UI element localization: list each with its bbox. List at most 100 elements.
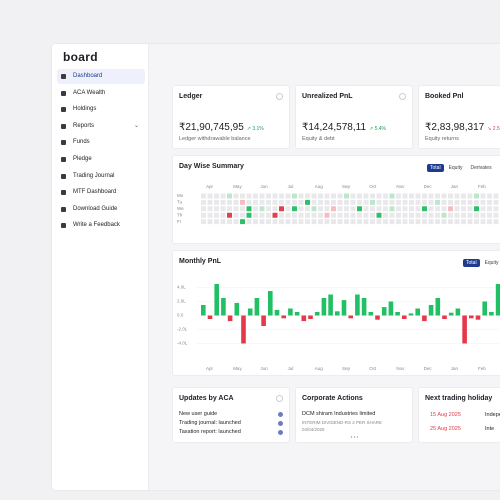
heat-cell: [233, 193, 239, 199]
change: ↘ 2.5%: [487, 126, 500, 132]
heat-cell: [285, 199, 291, 205]
heat-cell: [370, 206, 375, 212]
bar: [428, 305, 434, 316]
heat-cell: [350, 212, 356, 218]
heat-cell: [389, 219, 395, 225]
heat-cell: [350, 206, 356, 212]
heat-cell: [298, 219, 304, 225]
heat-cell: [266, 206, 271, 212]
heat-cell: [337, 219, 343, 225]
menu-item[interactable]: Dashboard: [57, 69, 145, 84]
heat-cell: [266, 212, 271, 218]
change: ↗ 5.4%: [369, 126, 386, 132]
menu-item[interactable]: ACA Wealth: [57, 86, 145, 101]
menu-label: Holdings: [73, 106, 97, 113]
heat-cell: [227, 212, 232, 218]
month-label: Jul: [288, 184, 294, 189]
heat-cell: [454, 219, 460, 225]
tab[interactable]: Equity: [484, 260, 499, 266]
menu-item[interactable]: Holdings: [57, 102, 145, 117]
heat-cell: [480, 206, 486, 212]
heat-cell: [337, 206, 343, 212]
stat-card: Ledger ₹21,90,745,95 ↗ 3.1% Ledger withdraw…: [172, 85, 290, 149]
heat-cell: [201, 219, 206, 225]
tab[interactable]: Total: [427, 164, 444, 172]
menu-icon: [61, 173, 66, 179]
heat-cell: [207, 199, 213, 205]
card-title: Day Wise Summary: [179, 163, 244, 170]
card-value: ₹2,83,98,317↘ 2.5%: [425, 122, 500, 133]
heat-cell: [220, 212, 226, 218]
heat-cell: [331, 199, 336, 205]
menu-item[interactable]: Pledge: [57, 152, 145, 167]
heat-cell: [487, 212, 492, 218]
heat-cell: [259, 206, 265, 212]
heat-cell: [357, 206, 362, 212]
tab[interactable]: Equity: [448, 165, 463, 171]
heat-cell: [253, 206, 258, 212]
menu-item[interactable]: Download Guide: [57, 202, 145, 217]
heat-cell: [474, 199, 479, 205]
tab[interactable]: Total: [463, 259, 480, 267]
heat-cell: [448, 199, 453, 205]
heat-cell: [279, 193, 284, 199]
month-label: Sep: [342, 184, 351, 189]
x-tick-label: Jun: [260, 366, 268, 371]
heat-cell: [337, 199, 343, 205]
heat-cell: [285, 212, 291, 218]
heat-cell: [305, 219, 310, 225]
menu-label: Reports: [73, 122, 95, 129]
heat-cell: [474, 193, 479, 199]
heat-cell: [370, 219, 375, 225]
heat-cell: [318, 199, 323, 205]
menu-item[interactable]: Reports ⌄: [57, 119, 145, 134]
update-item[interactable]: Trading journal: launched: [179, 420, 241, 426]
heat-cell: [383, 219, 388, 225]
bar: [368, 312, 374, 316]
heat-cell: [311, 219, 317, 225]
menu-icon: [61, 123, 66, 129]
heat-cell: [422, 212, 427, 218]
heat-cell: [324, 193, 330, 199]
heat-cell: [285, 219, 291, 225]
heat-cell: [474, 219, 479, 225]
heat-cell: [441, 199, 447, 205]
heat-cell: [324, 206, 330, 212]
bar: [335, 311, 340, 316]
update-item[interactable]: New user guide: [179, 411, 218, 417]
menu-label: Trading Journal: [73, 172, 115, 179]
bar: [482, 301, 487, 316]
heat-cell: [246, 206, 252, 212]
card-title: Corporate Actions: [302, 395, 363, 402]
heat-cell: [233, 206, 239, 212]
heat-cell: [363, 193, 369, 199]
card-title: Unrealized PnL: [302, 93, 353, 100]
heat-cell: [383, 193, 388, 199]
menu-item[interactable]: Write a Feedback: [57, 218, 145, 233]
heat-cell: [454, 206, 460, 212]
holiday-name: Inte: [485, 426, 495, 432]
menu-item[interactable]: Trading Journal: [57, 169, 145, 184]
bar: [355, 294, 360, 316]
menu-label: Dashboard: [73, 73, 103, 79]
menu-label: Write a Feedback: [73, 222, 120, 229]
heat-cell: [415, 199, 421, 205]
update-item[interactable]: Taxation report: launched: [179, 429, 241, 435]
month-label: Jun: [260, 184, 268, 189]
bar: [422, 315, 427, 322]
bar: [207, 315, 213, 319]
heat-cell: [279, 212, 284, 218]
tab[interactable]: Derivates: [470, 165, 492, 171]
menu-item[interactable]: Funds: [57, 135, 145, 150]
x-tick-label: Oct: [369, 366, 377, 371]
x-tick-label: Jul: [288, 366, 294, 371]
holiday-date: 15 Aug 2025: [430, 412, 461, 418]
heat-cell: [461, 219, 466, 225]
heat-cell: [331, 206, 336, 212]
month-label: Aug: [315, 184, 324, 189]
heat-cell: [415, 219, 421, 225]
bar: [435, 298, 441, 316]
menu-item[interactable]: MTF Dashboard: [57, 185, 145, 200]
card-title: Ledger: [179, 93, 203, 100]
heat-cell: [201, 193, 206, 199]
